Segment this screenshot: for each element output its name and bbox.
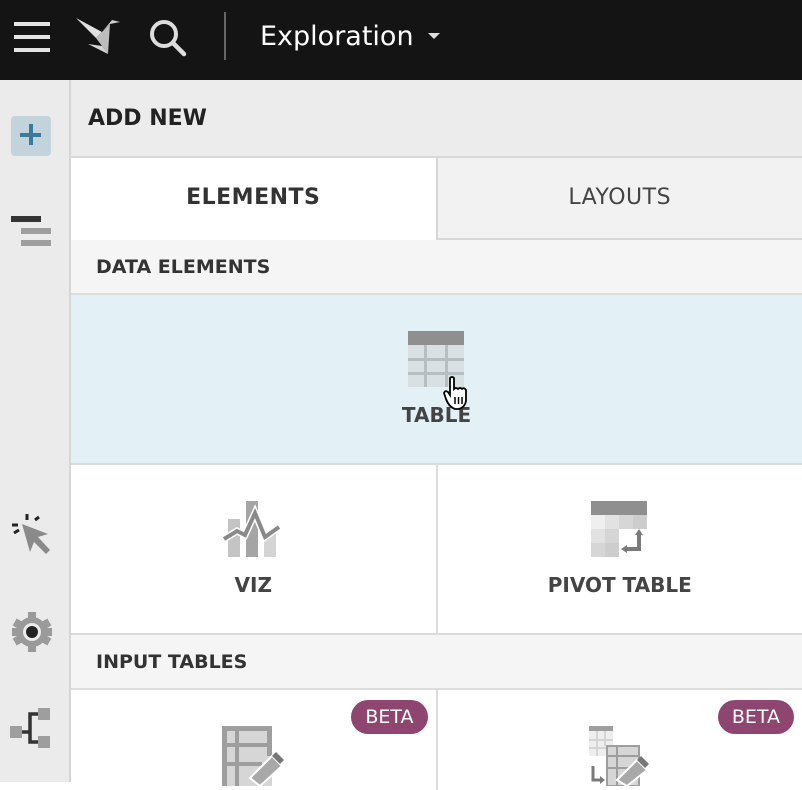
plus-icon[interactable] bbox=[11, 116, 51, 156]
menu-icon[interactable] bbox=[14, 22, 50, 52]
linked-input-table-tile[interactable]: BETA bbox=[436, 690, 802, 790]
section-header-input-tables: INPUT TABLES bbox=[71, 635, 802, 690]
panel-header: ADD NEW bbox=[71, 80, 802, 158]
data-elements-row: VIZ PIVOT TABLE bbox=[71, 465, 802, 635]
tile-label: PIVOT TABLE bbox=[438, 573, 802, 597]
beta-badge: BETA bbox=[351, 700, 427, 734]
tab-layouts[interactable]: LAYOUTS bbox=[436, 158, 802, 240]
pivot-table-icon bbox=[591, 501, 649, 559]
tile-label: VIZ bbox=[71, 573, 436, 597]
hierarchy-icon[interactable] bbox=[10, 708, 54, 748]
viz-element-tile[interactable]: VIZ bbox=[71, 465, 436, 633]
search-icon[interactable] bbox=[148, 18, 188, 58]
section-header-data-elements: DATA ELEMENTS bbox=[71, 240, 802, 295]
divider bbox=[224, 12, 226, 60]
outline-icon[interactable] bbox=[11, 216, 53, 248]
tab-elements[interactable]: ELEMENTS bbox=[71, 158, 436, 240]
linked-input-table-icon bbox=[589, 726, 651, 786]
top-bar: Exploration bbox=[0, 0, 802, 80]
table-element-tile[interactable]: TABLE bbox=[71, 295, 802, 465]
tabs: ELEMENTS LAYOUTS bbox=[71, 158, 802, 240]
beta-badge: BETA bbox=[718, 700, 794, 734]
logo-icon[interactable] bbox=[76, 16, 122, 56]
tile-label: TABLE bbox=[71, 403, 802, 427]
input-tables-row: BETA BETA bbox=[71, 690, 802, 790]
pivot-table-element-tile[interactable]: PIVOT TABLE bbox=[436, 465, 802, 633]
gear-icon[interactable] bbox=[12, 612, 52, 652]
viz-chart-icon bbox=[223, 501, 283, 559]
cursor-click-icon[interactable] bbox=[8, 512, 52, 556]
sidebar bbox=[0, 80, 71, 782]
hand-pointer-cursor-icon bbox=[443, 375, 473, 411]
workbook-title[interactable]: Exploration bbox=[260, 18, 414, 56]
input-table-tile[interactable]: BETA bbox=[71, 690, 436, 790]
input-table-icon bbox=[222, 726, 284, 786]
add-new-panel: ADD NEW ELEMENTS LAYOUTS DATA ELEMENTS T… bbox=[71, 80, 802, 782]
caret-down-icon[interactable] bbox=[428, 33, 440, 39]
